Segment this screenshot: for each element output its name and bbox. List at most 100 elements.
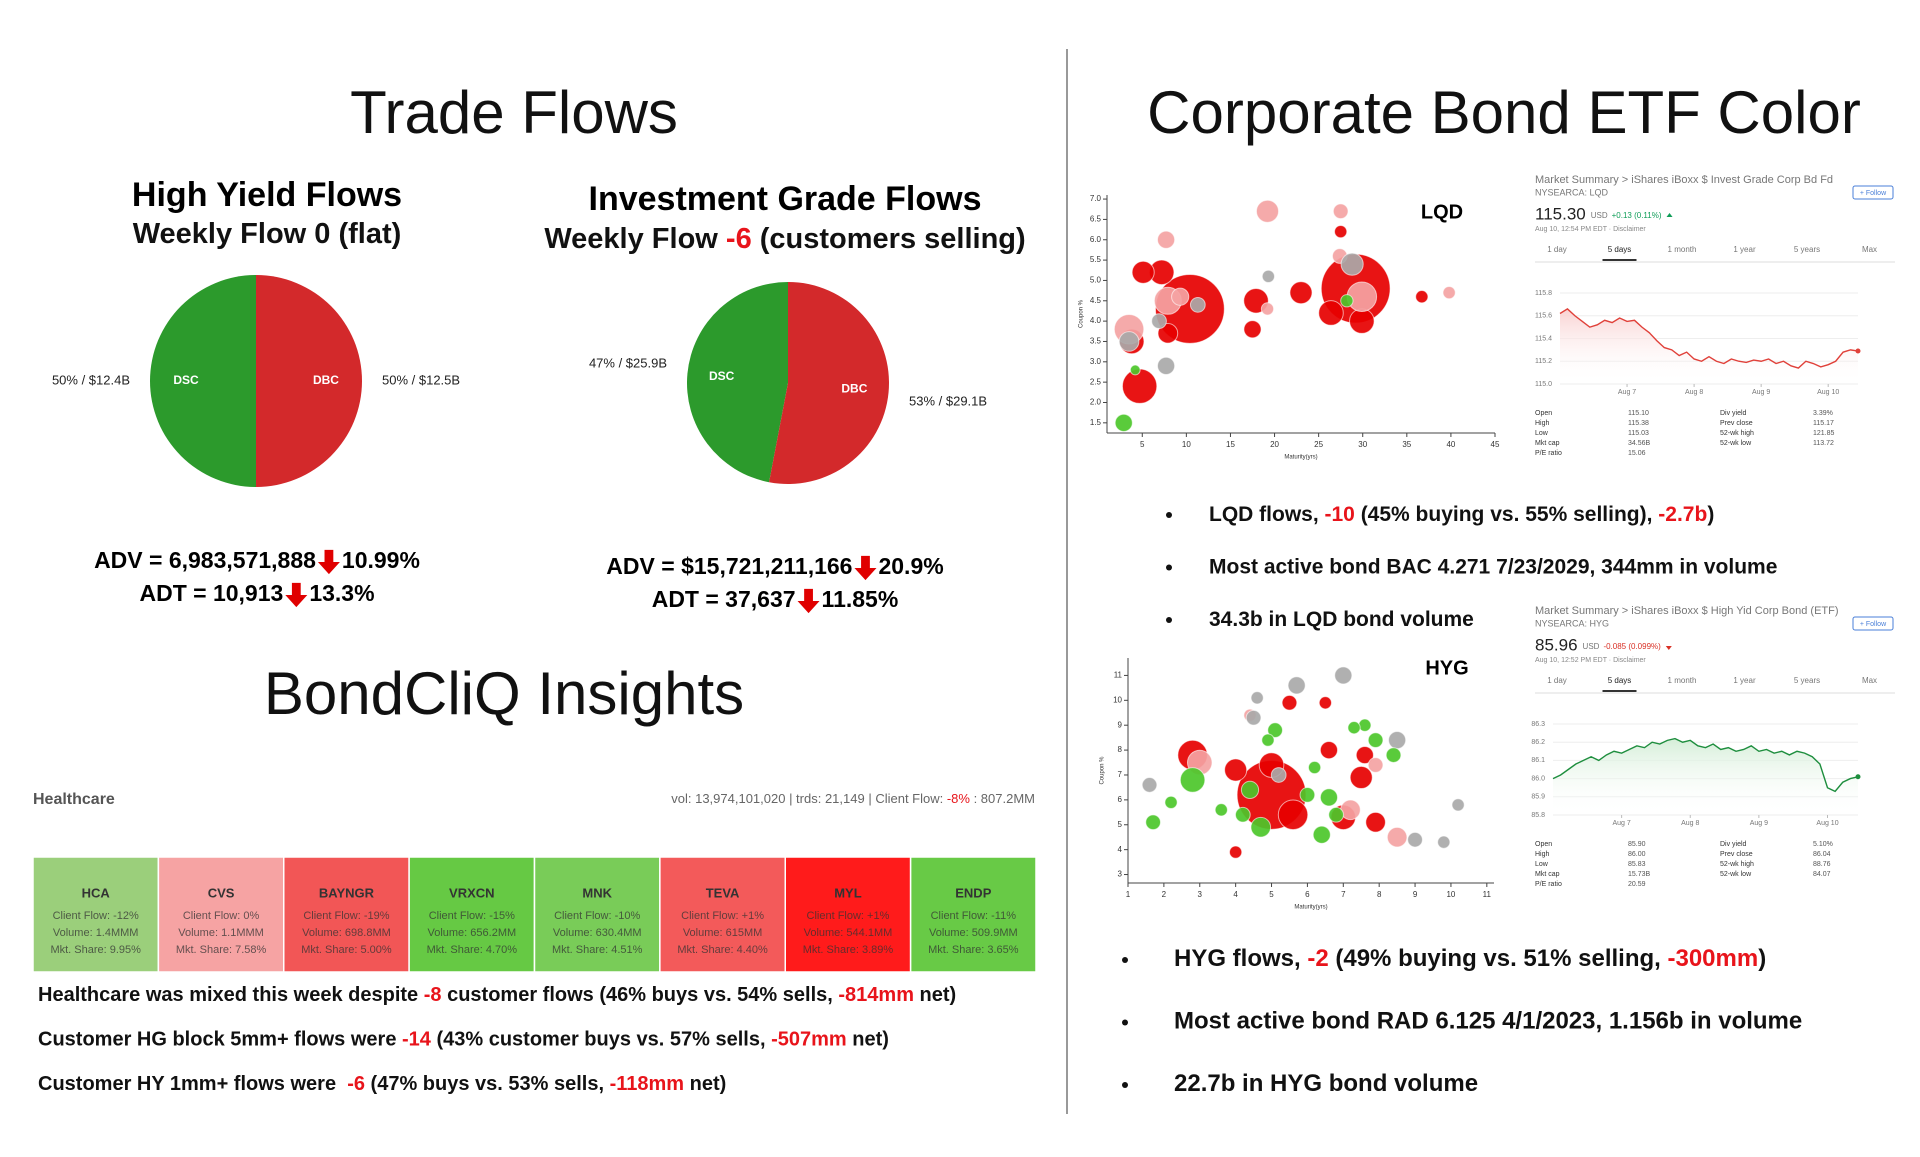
bubble — [1157, 322, 1179, 344]
range-tab[interactable]: 5 days — [1608, 676, 1632, 685]
text-segment: (47% buys vs. 53% sells, — [365, 1073, 610, 1095]
y-tick-label: 5.5 — [1090, 255, 1102, 264]
bubble — [1340, 252, 1364, 276]
rich-text: LQD flows, -10 (45% buying vs. 55% selli… — [1209, 503, 1714, 526]
bubble — [1156, 356, 1176, 375]
heatmap-cell[interactable] — [32, 856, 160, 973]
pie-slice — [256, 275, 362, 487]
y-axis-label: Coupon % — [1100, 756, 1106, 785]
bubble — [1145, 814, 1161, 831]
heatmap-cell[interactable] — [909, 856, 1037, 973]
y-tick-label: 86.3 — [1531, 721, 1545, 728]
stat-label: 52-wk high — [1720, 430, 1754, 437]
stat-label: Mkt cap — [1535, 440, 1560, 447]
y-axis-label: Coupon % — [1079, 299, 1085, 328]
x-tick-label: 3 — [1198, 890, 1203, 899]
value-label: 50% / $12.5B — [382, 372, 460, 387]
range-tab[interactable]: 5 days — [1608, 245, 1632, 254]
heatmap-cell[interactable] — [283, 856, 410, 973]
y-tick-label: 4.0 — [1090, 316, 1102, 325]
x-tick-label: 5 — [1140, 440, 1145, 449]
stat-value: 88.76 — [1813, 861, 1831, 868]
change: +0.13 (0.11%) — [1612, 211, 1662, 220]
text-segment: net) — [847, 1029, 889, 1051]
bubble — [1121, 368, 1158, 404]
cell-line: Client Flow: -10% — [554, 910, 640, 922]
change-arrow-icon — [1666, 213, 1673, 217]
x-tick-label: 25 — [1314, 440, 1323, 449]
text-segment: Most active bond BAC 4.271 7/23/2029, 34… — [1209, 555, 1777, 578]
slice-label: DBC — [313, 373, 339, 387]
range-tab[interactable]: 1 month — [1668, 245, 1697, 254]
stat-label: Open — [1535, 410, 1552, 417]
stat-label: Low — [1535, 430, 1549, 437]
range-tab[interactable]: 1 year — [1733, 245, 1756, 254]
value-label: 47% / $25.9B — [589, 355, 667, 370]
follow-label: + Follow — [1860, 190, 1887, 197]
y-tick-label: 10 — [1113, 695, 1122, 704]
x-tick-label: Aug 7 — [1612, 820, 1630, 827]
bubble — [1214, 803, 1228, 817]
last-point — [1855, 348, 1861, 354]
bullet-dot — [1122, 1082, 1128, 1088]
range-tab[interactable]: Max — [1862, 245, 1877, 254]
text-segment: customer flows (46% buys vs. 54% sells, — [442, 984, 839, 1006]
bubble — [1118, 331, 1140, 352]
text-segment: vol: 13,974,101,020 | trds: 21,149 | Cli… — [671, 791, 947, 806]
heatmap-cell[interactable] — [157, 856, 285, 973]
bubble — [1260, 302, 1275, 316]
bubble — [1451, 798, 1465, 812]
price-line — [1559, 308, 1859, 369]
stat-text: ADV = 6,983,571,888 — [94, 547, 316, 573]
price-area — [1553, 738, 1858, 815]
rich-text: Healthcare was mixed this week despite -… — [38, 984, 956, 1006]
x-tick-label: 11 — [1483, 890, 1492, 899]
bubble — [1386, 826, 1408, 848]
x-tick-label: 2 — [1162, 890, 1167, 899]
heatmap-cell[interactable] — [533, 856, 661, 973]
cell-line: Client Flow: -19% — [303, 910, 389, 922]
stat-value: 115.17 — [1813, 420, 1834, 427]
bubble — [1319, 740, 1339, 760]
stat-text: ADT = 37,637 — [652, 586, 796, 612]
range-tab[interactable]: 1 year — [1733, 676, 1756, 685]
cell-line: Mkt. Share: 5.00% — [301, 944, 392, 956]
heatmap-cell[interactable] — [784, 856, 912, 973]
bubble — [1334, 666, 1353, 685]
x-axis-label: Maturity(yrs) — [1284, 455, 1317, 461]
text-segment: -6 — [347, 1073, 365, 1095]
stat-change: 20.9% — [878, 553, 943, 579]
text-segment: 34.3b in LQD bond volume — [1209, 608, 1474, 631]
bubble — [1340, 294, 1354, 308]
bubble — [1179, 767, 1206, 793]
exchange: NYSEARCA: LQD — [1535, 187, 1609, 197]
follow-button[interactable] — [1852, 185, 1894, 200]
follow-button[interactable] — [1852, 616, 1894, 631]
price: 85.96 — [1535, 635, 1578, 654]
pie-slice — [769, 282, 889, 484]
range-tab[interactable]: 5 years — [1794, 676, 1820, 685]
y-tick-label: 11 — [1114, 671, 1123, 680]
change: -0.085 (0.099%) — [1603, 642, 1661, 651]
stat-label: P/E ratio — [1535, 881, 1562, 888]
range-tab[interactable]: 1 month — [1668, 676, 1697, 685]
stat-label: High — [1535, 420, 1550, 427]
bubble — [1367, 757, 1384, 773]
cell-name: MNK — [582, 885, 612, 900]
bubble — [1307, 760, 1322, 775]
range-tab[interactable]: Max — [1862, 676, 1877, 685]
x-tick-label: 45 — [1491, 440, 1500, 449]
range-tab[interactable]: 1 day — [1547, 245, 1567, 254]
cell-line: Volume: 656.2MM — [427, 927, 516, 939]
stat-label: 52-wk low — [1720, 871, 1752, 878]
cell-line: Client Flow: -12% — [53, 910, 139, 922]
range-tab[interactable]: 5 years — [1794, 245, 1820, 254]
y-tick-label: 115.6 — [1535, 313, 1552, 320]
heatmap-cell[interactable] — [408, 856, 536, 973]
x-tick-label: 35 — [1402, 440, 1411, 449]
stat-label: P/E ratio — [1535, 450, 1562, 457]
bubble — [1189, 296, 1206, 313]
range-tab[interactable]: 1 day — [1547, 676, 1567, 685]
rich-text: 34.3b in LQD bond volume — [1209, 608, 1474, 631]
